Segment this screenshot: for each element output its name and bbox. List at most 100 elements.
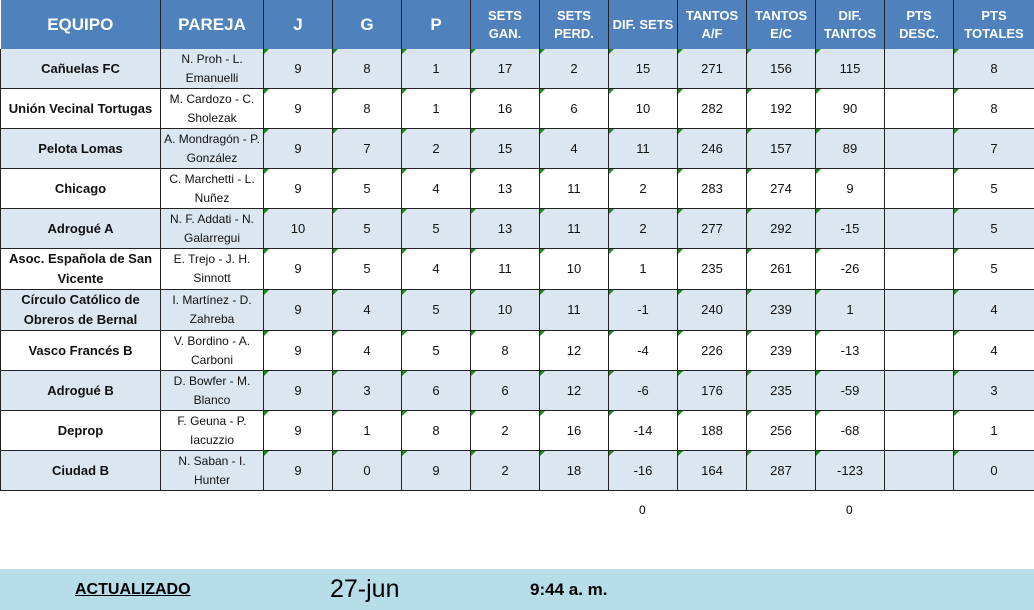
- pair-cell[interactable]: N. Saban - I. Hunter: [160, 450, 264, 491]
- stat-cell[interactable]: 12: [539, 330, 609, 371]
- stat-cell[interactable]: 9: [263, 248, 333, 290]
- stat-cell[interactable]: 1: [815, 289, 885, 331]
- stat-cell[interactable]: 8: [401, 410, 471, 451]
- stat-cell[interactable]: -13: [815, 330, 885, 371]
- stat-cell[interactable]: [884, 289, 954, 331]
- stat-cell[interactable]: 15: [470, 128, 540, 169]
- stat-cell[interactable]: 17: [470, 49, 540, 89]
- stat-cell[interactable]: -1: [608, 289, 678, 331]
- stat-cell[interactable]: 9: [263, 370, 333, 411]
- stat-cell[interactable]: -123: [815, 450, 885, 491]
- stat-cell[interactable]: 10: [539, 248, 609, 290]
- stat-cell[interactable]: 287: [746, 450, 816, 491]
- stat-cell[interactable]: 4: [332, 289, 402, 331]
- stat-cell[interactable]: 235: [677, 248, 747, 290]
- stat-cell[interactable]: 4: [401, 248, 471, 290]
- stat-cell[interactable]: -6: [608, 370, 678, 411]
- stat-cell[interactable]: 277: [677, 208, 747, 249]
- stat-cell[interactable]: 15: [608, 49, 678, 89]
- stat-cell[interactable]: 0: [953, 450, 1034, 491]
- stat-cell[interactable]: 6: [401, 370, 471, 411]
- stat-cell[interactable]: 7: [953, 128, 1034, 169]
- pair-cell[interactable]: A. Mondragón - P. González: [160, 128, 264, 169]
- stat-cell[interactable]: 90: [815, 88, 885, 129]
- stat-cell[interactable]: 1: [332, 410, 402, 451]
- stat-cell[interactable]: 5: [953, 168, 1034, 209]
- stat-cell[interactable]: 16: [470, 88, 540, 129]
- stat-cell[interactable]: 188: [677, 410, 747, 451]
- stat-cell[interactable]: 164: [677, 450, 747, 491]
- stat-cell[interactable]: 274: [746, 168, 816, 209]
- pair-cell[interactable]: M. Cardozo - C. Sholezak: [160, 88, 264, 129]
- stat-cell[interactable]: 10: [608, 88, 678, 129]
- stat-cell[interactable]: 1: [401, 49, 471, 89]
- stat-cell[interactable]: 13: [470, 168, 540, 209]
- stat-cell[interactable]: 9: [263, 330, 333, 371]
- stat-cell[interactable]: 2: [608, 168, 678, 209]
- stat-cell[interactable]: 256: [746, 410, 816, 451]
- stat-cell[interactable]: 5: [332, 168, 402, 209]
- stat-cell[interactable]: 192: [746, 88, 816, 129]
- stat-cell[interactable]: [884, 450, 954, 491]
- stat-cell[interactable]: 9: [263, 49, 333, 89]
- stat-cell[interactable]: -16: [608, 450, 678, 491]
- stat-cell[interactable]: 2: [470, 410, 540, 451]
- stat-cell[interactable]: 239: [746, 330, 816, 371]
- stat-cell[interactable]: 6: [539, 88, 609, 129]
- stat-cell[interactable]: 5: [401, 330, 471, 371]
- stat-cell[interactable]: 3: [332, 370, 402, 411]
- stat-cell[interactable]: 4: [953, 289, 1034, 331]
- team-cell[interactable]: Vasco Francés B: [0, 330, 161, 371]
- stat-cell[interactable]: 115: [815, 49, 885, 89]
- stat-cell[interactable]: 11: [539, 208, 609, 249]
- stat-cell[interactable]: 8: [953, 49, 1034, 89]
- stat-cell[interactable]: 9: [263, 410, 333, 451]
- team-cell[interactable]: Cañuelas FC: [0, 49, 161, 89]
- stat-cell[interactable]: [884, 49, 954, 89]
- team-cell[interactable]: Adrogué B: [0, 370, 161, 411]
- stat-cell[interactable]: 261: [746, 248, 816, 290]
- stat-cell[interactable]: 5: [401, 289, 471, 331]
- stat-cell[interactable]: 9: [263, 128, 333, 169]
- stat-cell[interactable]: 5: [332, 248, 402, 290]
- stat-cell[interactable]: 4: [539, 128, 609, 169]
- stat-cell[interactable]: 157: [746, 128, 816, 169]
- stat-cell[interactable]: 11: [608, 128, 678, 169]
- stat-cell[interactable]: 11: [539, 289, 609, 331]
- team-cell[interactable]: Adrogué A: [0, 208, 161, 249]
- stat-cell[interactable]: 8: [332, 49, 402, 89]
- stat-cell[interactable]: 8: [470, 330, 540, 371]
- stat-cell[interactable]: 3: [953, 370, 1034, 411]
- stat-cell[interactable]: [884, 410, 954, 451]
- stat-cell[interactable]: 12: [539, 370, 609, 411]
- stat-cell[interactable]: 8: [332, 88, 402, 129]
- stat-cell[interactable]: -15: [815, 208, 885, 249]
- pair-cell[interactable]: C. Marchetti - L. Nuñez: [160, 168, 264, 209]
- stat-cell[interactable]: 11: [470, 248, 540, 290]
- stat-cell[interactable]: 240: [677, 289, 747, 331]
- stat-cell[interactable]: 246: [677, 128, 747, 169]
- pair-cell[interactable]: I. Martínez - D. Zahreba: [160, 289, 264, 331]
- stat-cell[interactable]: 4: [953, 330, 1034, 371]
- stat-cell[interactable]: 9: [263, 88, 333, 129]
- stat-cell[interactable]: 271: [677, 49, 747, 89]
- pair-cell[interactable]: N. F. Addati - N. Galarregui: [160, 208, 264, 249]
- pair-cell[interactable]: V. Bordino - A. Carboni: [160, 330, 264, 371]
- stat-cell[interactable]: 89: [815, 128, 885, 169]
- stat-cell[interactable]: -4: [608, 330, 678, 371]
- team-cell[interactable]: Deprop: [0, 410, 161, 451]
- stat-cell[interactable]: 7: [332, 128, 402, 169]
- stat-cell[interactable]: 4: [401, 168, 471, 209]
- stat-cell[interactable]: 0: [332, 450, 402, 491]
- stat-cell[interactable]: 5: [332, 208, 402, 249]
- stat-cell[interactable]: [884, 370, 954, 411]
- stat-cell[interactable]: 156: [746, 49, 816, 89]
- stat-cell[interactable]: 9: [401, 450, 471, 491]
- pair-cell[interactable]: F. Geuna - P. Iacuzzio: [160, 410, 264, 451]
- team-cell[interactable]: Asoc. Española de San Vicente: [0, 248, 161, 290]
- stat-cell[interactable]: 2: [401, 128, 471, 169]
- stat-cell[interactable]: 292: [746, 208, 816, 249]
- stat-cell[interactable]: 9: [263, 289, 333, 331]
- stat-cell[interactable]: [884, 88, 954, 129]
- stat-cell[interactable]: 176: [677, 370, 747, 411]
